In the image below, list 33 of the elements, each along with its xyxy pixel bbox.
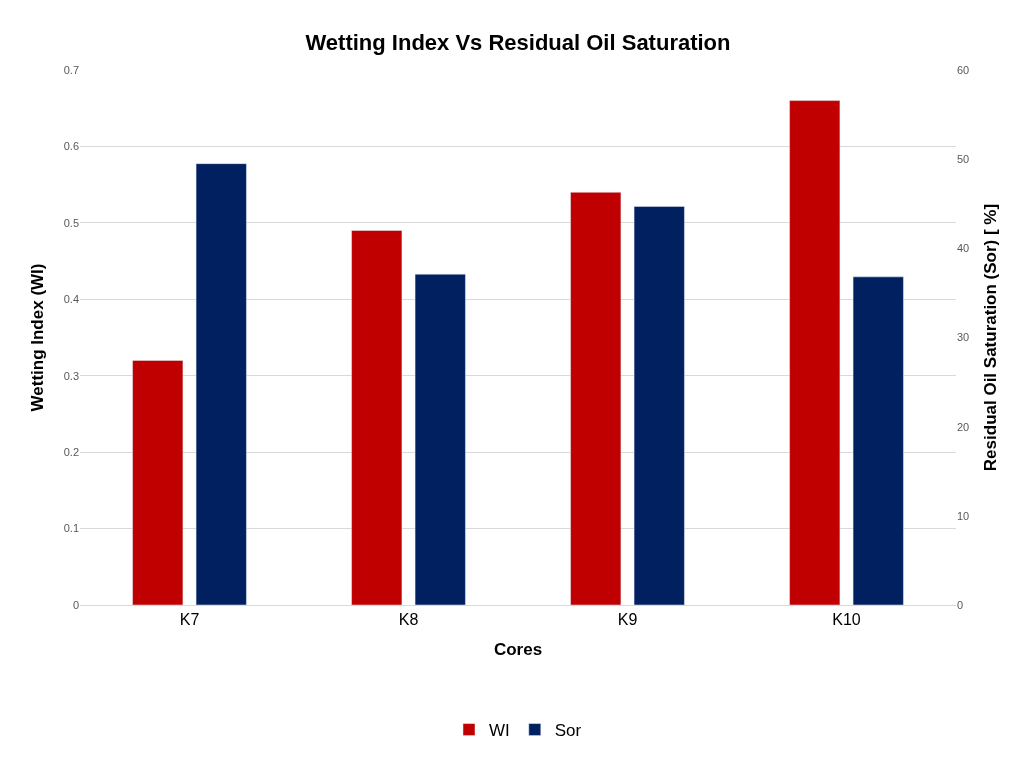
bar (633, 206, 685, 605)
y2-tick-label: 60 (957, 63, 970, 76)
x-tick-label: K9 (617, 611, 638, 629)
y-tick-label: 0.7 (63, 63, 79, 76)
y2-tick-label: 20 (957, 420, 970, 433)
bar (789, 100, 841, 605)
x-tick-label: K10 (832, 611, 861, 629)
legend-label: Sor (554, 721, 582, 741)
y-tick-label: 0.1 (63, 522, 79, 535)
x-tick-label: K8 (398, 611, 419, 629)
y-tick-label: 0.3 (63, 369, 79, 382)
x-tick-label: K7 (179, 611, 200, 629)
y2-tick-label: 10 (957, 509, 970, 522)
y-tick-label: 0 (72, 598, 79, 611)
y2-axis-title: Residual Oil Saturation (Sor) [ %] (980, 203, 1000, 472)
bar (351, 230, 403, 605)
x-axis-title: Cores (493, 639, 543, 659)
y2-tick-label: 30 (957, 331, 970, 344)
y-axis-title: Wetting Index (WI) (28, 263, 48, 412)
y-tick-label: 0.6 (63, 140, 79, 153)
y2-tick-label: 0 (957, 598, 964, 611)
y2-tick-label: 50 (957, 153, 970, 166)
chart-title: Wetting Index Vs Residual Oil Saturation (305, 29, 731, 55)
bar (132, 360, 184, 605)
y2-tick-label: 40 (957, 242, 970, 255)
legend-label: WI (489, 721, 510, 741)
y-tick-label: 0.5 (63, 216, 79, 229)
bar (195, 163, 247, 605)
y-tick-label: 0.2 (63, 445, 79, 458)
bar (852, 276, 904, 605)
y-tick-label: 0.4 (63, 293, 79, 306)
bar (414, 273, 466, 605)
bar (570, 192, 622, 605)
